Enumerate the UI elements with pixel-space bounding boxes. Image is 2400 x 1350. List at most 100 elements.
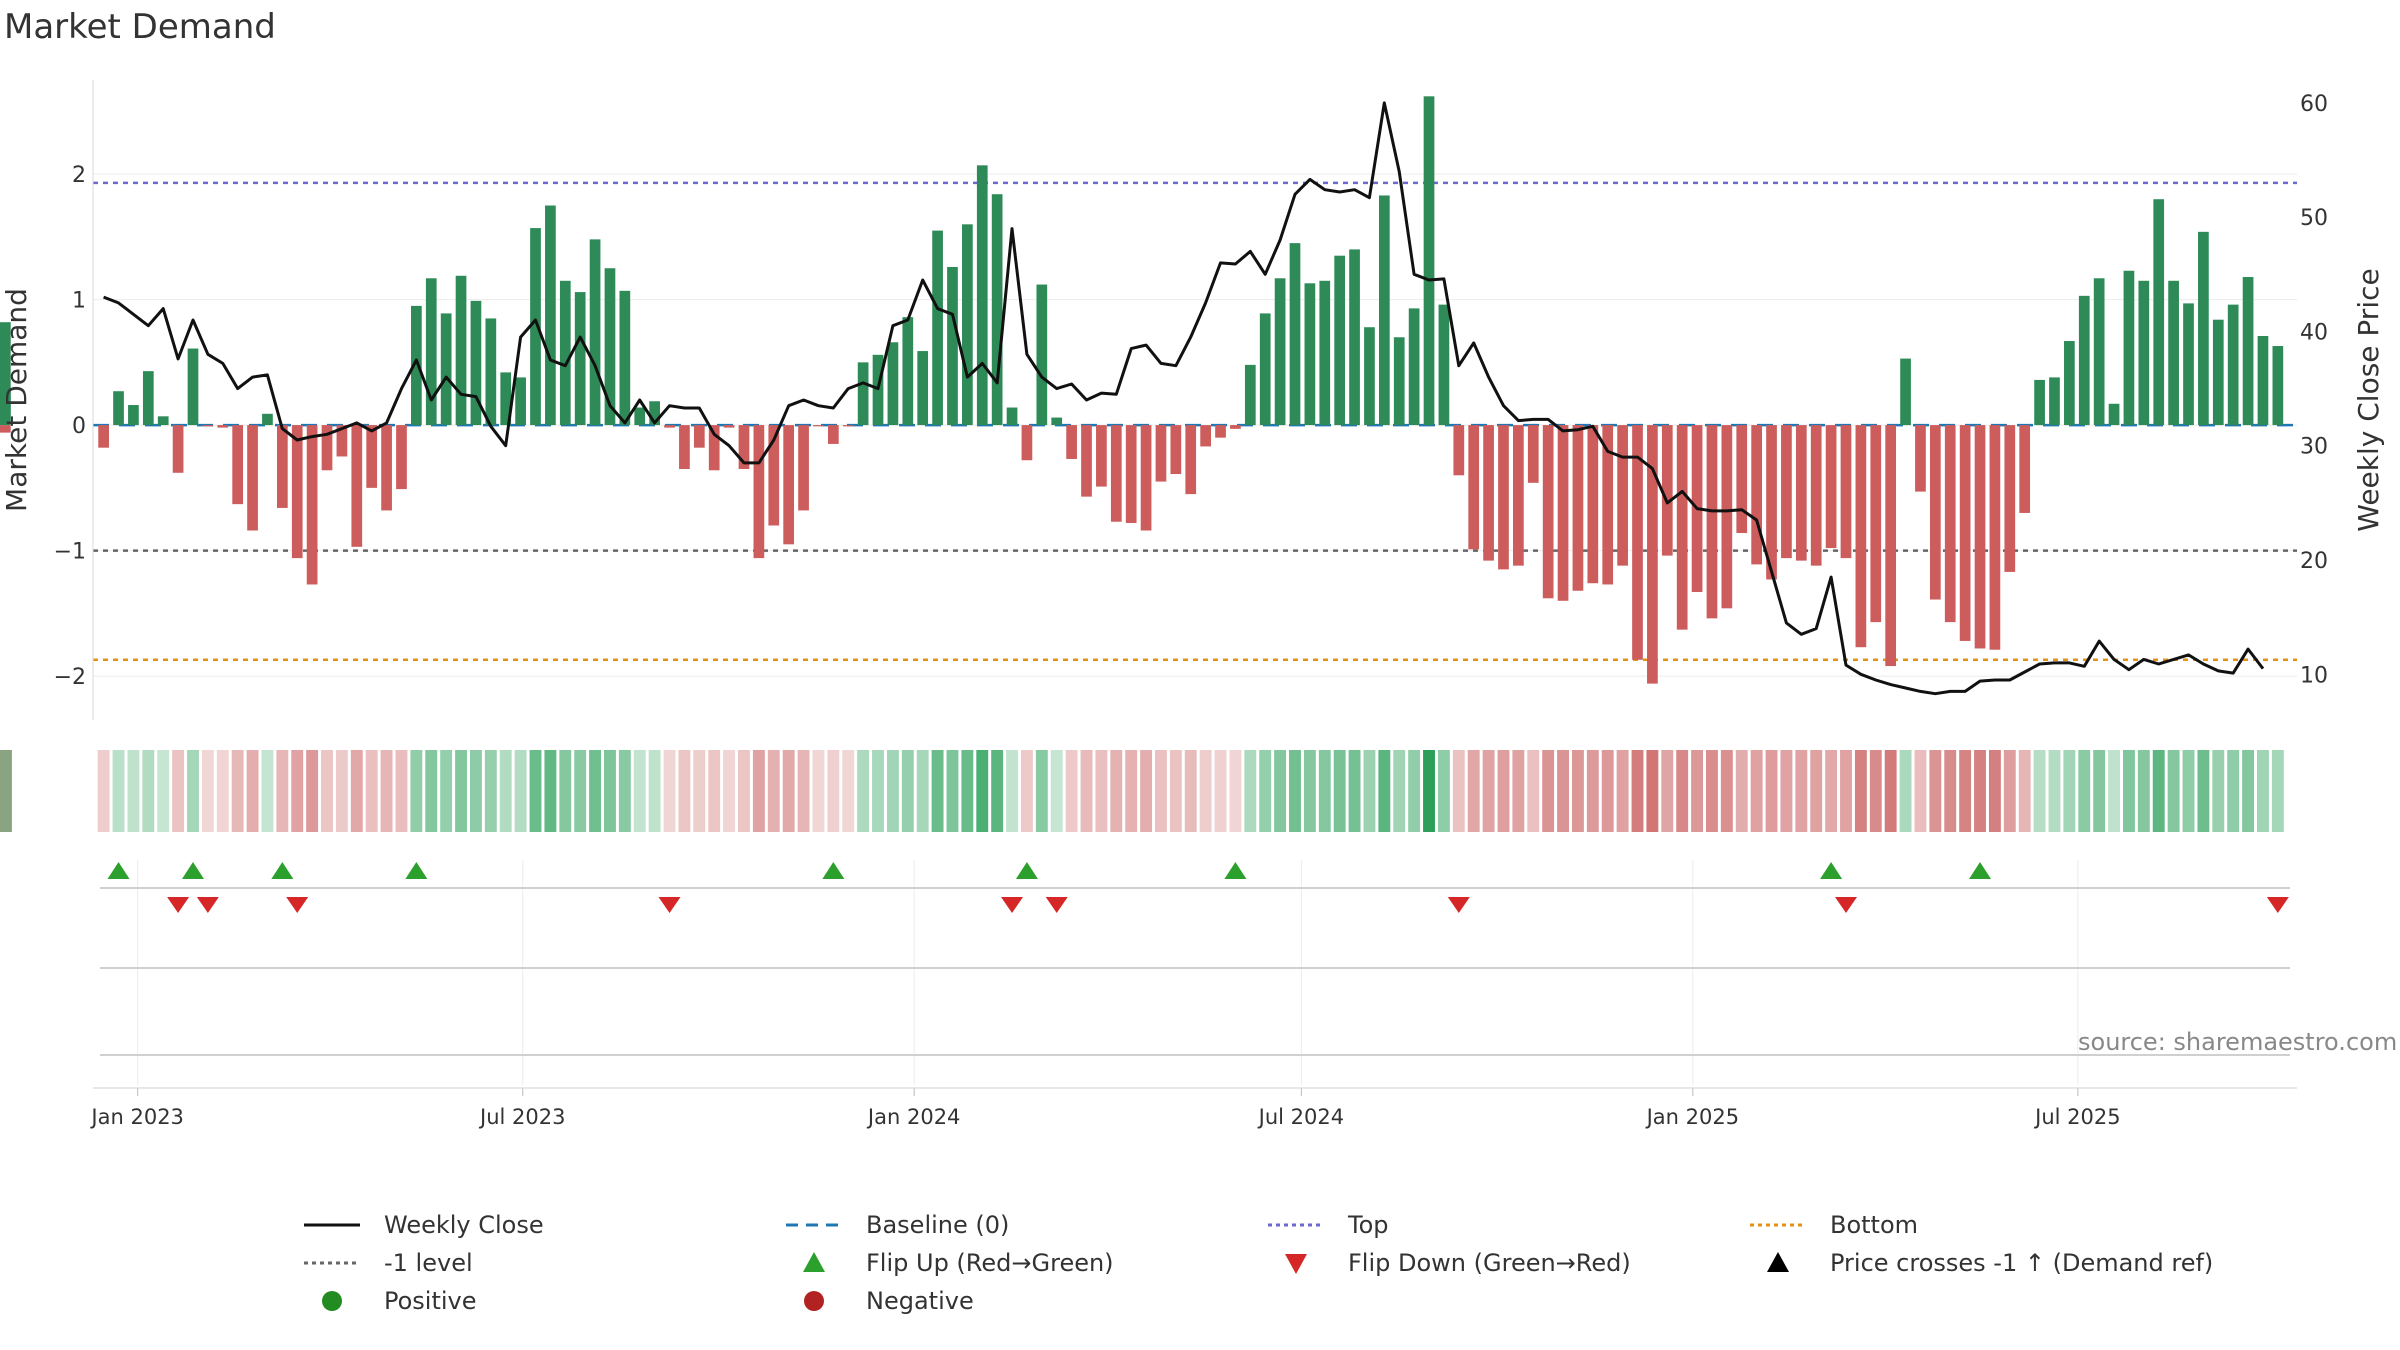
demand-bar (2183, 303, 2194, 426)
flip-down-marker (286, 897, 309, 913)
demand-bar (485, 318, 497, 426)
heat-cell (1408, 750, 1421, 832)
demand-bar (1959, 425, 1971, 641)
demand-bar (470, 300, 482, 426)
demand-bar (1647, 425, 1658, 684)
legend-label: Flip Down (Green→Red) (1348, 1249, 1631, 1277)
heat-cell (499, 750, 512, 832)
demand-bar (1423, 96, 1435, 426)
x-tick-label: Jan 2023 (89, 1105, 184, 1129)
demand-bar (1393, 337, 1405, 426)
demand-bar (202, 425, 214, 427)
demand-bar (842, 425, 854, 427)
flip-up-marker (1015, 862, 1038, 879)
heat-cell (97, 750, 110, 832)
heat-cell (1035, 750, 1048, 832)
demand-bar (366, 425, 378, 488)
demand-bar (545, 205, 556, 426)
heat-cell (1452, 750, 1465, 832)
demand-bar (142, 371, 154, 426)
legend: Weekly Close Baseline (0) Top Bottom -1 … (300, 1208, 2260, 1328)
demand-bar (947, 266, 958, 426)
legend-item-flip-up: Flip Up (Red→Green) (782, 1246, 1114, 1280)
heat-cell (1333, 750, 1346, 832)
legend-label: Baseline (0) (866, 1211, 1010, 1239)
heat-cell (127, 750, 140, 832)
demand-bar (2198, 231, 2209, 426)
weekly-close-layer (103, 101, 2265, 696)
flip-up-marker (1820, 862, 1843, 879)
heat-cell (0, 750, 12, 832)
demand-bar (2004, 425, 2016, 572)
line-dotted-icon (304, 1261, 360, 1265)
demand-bar (1870, 425, 1882, 623)
demand-bar (1349, 249, 1360, 426)
legend-item-weekly-close: Weekly Close (300, 1208, 544, 1242)
heat-cell (455, 750, 467, 832)
heat-cell (1006, 750, 1018, 832)
heat-cell (216, 750, 229, 832)
heat-cell (1869, 750, 1882, 832)
heat-cell (321, 750, 333, 832)
heat-cell (172, 750, 185, 832)
heat-cell (1765, 750, 1778, 832)
demand-bar (1021, 425, 1033, 461)
demand-bar (2078, 295, 2090, 426)
heat-cell (2033, 750, 2046, 832)
heat-cell (2122, 750, 2135, 832)
demand-bar (1781, 425, 1792, 559)
legend-label: Bottom (1830, 1211, 1919, 1239)
circle-icon (804, 1291, 824, 1311)
heat-cell (1110, 750, 1123, 832)
heat-cell (1601, 750, 1614, 832)
demand-bar (1736, 425, 1748, 534)
demand-bar (1036, 284, 1048, 426)
demand-bar (962, 224, 973, 426)
heat-cell (1840, 750, 1852, 832)
heat-cell (589, 750, 602, 832)
demand-bar (1215, 425, 1226, 438)
heat-cell (1065, 750, 1078, 832)
legend-label: Top (1348, 1211, 1389, 1239)
flip-up-marker (822, 862, 845, 879)
heat-cell (1780, 750, 1793, 832)
heat-cell (350, 750, 363, 832)
demand-bar (1885, 425, 1897, 667)
y2-tick-label: 10 (2300, 663, 2328, 688)
demand-bar (604, 268, 616, 426)
demand-bar (1110, 425, 1122, 522)
heat-cell (1691, 750, 1704, 832)
heat-cell (410, 750, 423, 832)
demand-bar (1453, 425, 1465, 476)
y2-tick-label: 20 (2300, 549, 2328, 574)
heat-cell (1467, 750, 1480, 832)
demand-bar (1006, 407, 1018, 426)
flip-up-marker (107, 862, 130, 879)
heat-cell (1125, 750, 1138, 832)
demand-bar (693, 425, 705, 448)
heat-cell (2108, 750, 2120, 832)
heat-cell (1348, 750, 1361, 832)
heat-cell (678, 750, 691, 832)
heat-cell (529, 750, 542, 832)
demand-bar (1944, 425, 1956, 623)
heat-cell (1437, 750, 1450, 832)
heat-cell (1497, 750, 1510, 832)
heat-cell (559, 750, 572, 832)
y-tick-label: −2 (54, 665, 86, 690)
x-tick-label: Jan 2025 (1645, 1105, 1740, 1129)
demand-bar (2049, 377, 2060, 426)
legend-label: Weekly Close (384, 1211, 544, 1239)
demand-bar (232, 425, 244, 505)
heat-cell (1884, 750, 1897, 832)
heat-cell (1825, 750, 1838, 832)
demand-bar (559, 280, 571, 426)
demand-bar (276, 425, 288, 508)
heat-cell (1735, 750, 1748, 832)
heat-cell (901, 750, 914, 832)
y2-tick-label: 30 (2300, 435, 2328, 460)
heat-cell (574, 750, 587, 832)
line-solid-icon (304, 1223, 360, 1227)
demand-bar (1855, 425, 1867, 648)
